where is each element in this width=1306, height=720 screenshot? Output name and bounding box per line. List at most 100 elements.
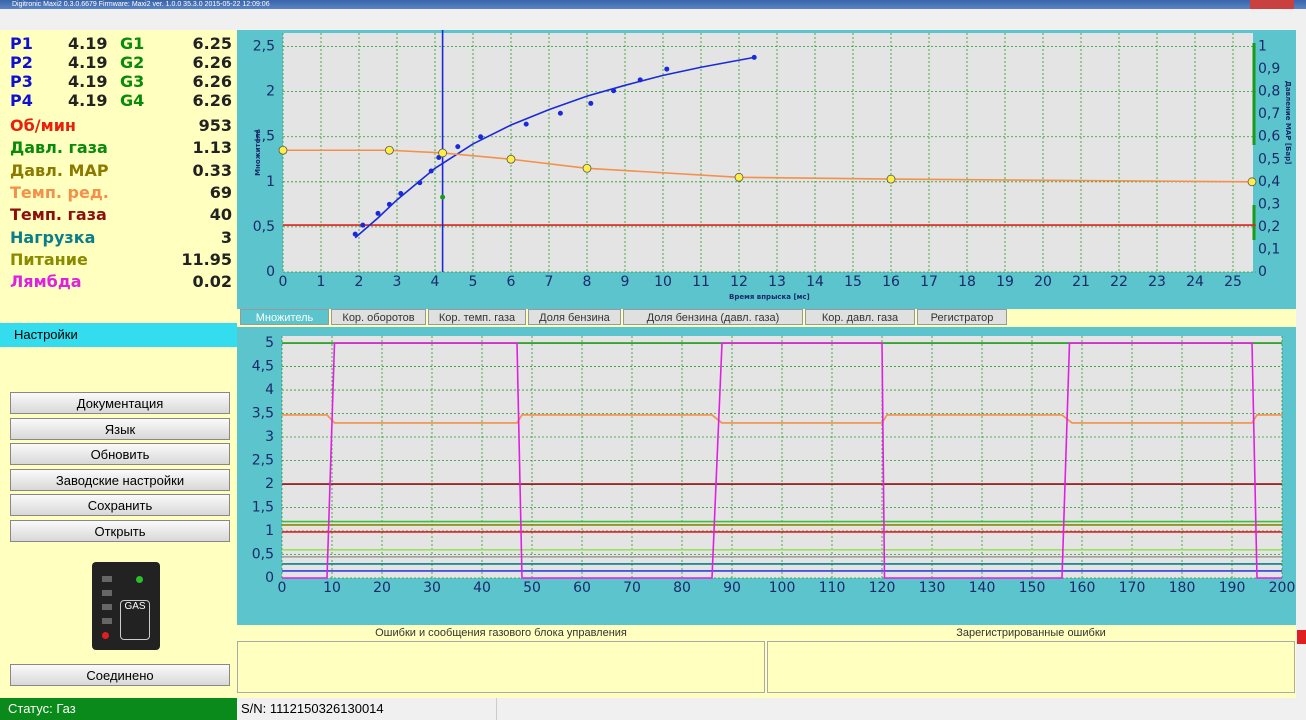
x-tick-label: 150 <box>1019 580 1046 596</box>
sensor-value: 4.19 <box>68 72 107 91</box>
y-tick-label: 4,5 <box>252 359 274 375</box>
x-tick-label: 25 <box>1224 274 1242 290</box>
point-marker <box>1248 178 1256 186</box>
close-icon[interactable] <box>1297 630 1306 644</box>
gas-label: G3 <box>120 72 144 91</box>
button[interactable]: Открыть <box>10 520 230 542</box>
x-tick-label: 0 <box>278 580 287 596</box>
parameter-value: 0.02 <box>150 272 232 291</box>
y-tick-label: 3 <box>265 429 274 445</box>
y-tick-label: 0,5 <box>252 547 274 563</box>
x-tick-label: 200 <box>1269 580 1296 596</box>
x-tick-label: 2 <box>355 274 364 290</box>
tab[interactable]: Кор. оборотов <box>331 309 426 325</box>
gas-value: 6.26 <box>150 72 232 91</box>
y2-tick-label: 0,7 <box>1258 106 1280 122</box>
window-title: Digitronic Maxi2 0.3.0.6679 Firmware: Ma… <box>12 1 270 8</box>
x-tick-label: 8 <box>583 274 592 290</box>
parameter-name: Давл. MAP <box>10 161 109 180</box>
sensor-value: 4.19 <box>68 34 107 53</box>
x-tick-label: 18 <box>958 274 976 290</box>
tab[interactable]: Доля бензина <box>528 309 621 325</box>
tab[interactable]: Кор. давл. газа <box>805 309 915 325</box>
y2-tick-label: 0,2 <box>1258 219 1280 235</box>
scatter-point <box>455 144 460 149</box>
x-tick-label: 23 <box>1148 274 1166 290</box>
menu-item[interactable]: Настройки <box>0 323 237 347</box>
sensor-label: P4 <box>10 91 33 110</box>
x-tick-label: 17 <box>920 274 938 290</box>
gas-value: 6.26 <box>150 91 232 110</box>
gas-label: G4 <box>120 91 144 110</box>
button[interactable]: Заводские настройки <box>10 469 230 491</box>
x-tick-label: 7 <box>545 274 554 290</box>
parameter-name: Темп. ред. <box>10 183 109 202</box>
x-tick-label: 4 <box>431 274 440 290</box>
x-tick-label: 9 <box>621 274 630 290</box>
y2-tick-label: 1 <box>1258 39 1267 55</box>
scatter-point <box>588 101 593 106</box>
x-tick-label: 90 <box>723 580 741 596</box>
y-tick-label: 3,5 <box>252 406 274 422</box>
x-tick-label: 16 <box>882 274 900 290</box>
parameter-name: Лямбда <box>10 272 82 291</box>
point-marker <box>439 149 447 157</box>
y-tick-label: 0,5 <box>253 219 275 235</box>
x-tick-label: 160 <box>1069 580 1096 596</box>
x-tick-label: 180 <box>1169 580 1196 596</box>
x-axis-label: Время впрыска [мс] <box>729 293 810 301</box>
parameter-value: 3 <box>150 228 232 247</box>
x-tick-label: 5 <box>469 274 478 290</box>
button[interactable]: Язык <box>10 418 230 440</box>
status-mode: Статус: Газ <box>0 698 237 720</box>
button[interactable]: Обновить <box>10 443 230 465</box>
button[interactable]: Документация <box>10 392 230 414</box>
tab[interactable]: Кор. темп. газа <box>428 309 526 325</box>
x-tick-label: 30 <box>423 580 441 596</box>
connection-button[interactable]: Соединено <box>10 664 230 686</box>
window-close[interactable] <box>1250 0 1294 9</box>
y-axis-label: Множитель <box>254 129 262 176</box>
x-tick-label: 50 <box>523 580 541 596</box>
point-marker <box>279 146 287 154</box>
title-bar: Digitronic Maxi2 0.3.0.6679 Firmware: Ma… <box>0 0 1306 9</box>
point-marker <box>583 164 591 172</box>
x-tick-label: 14 <box>806 274 824 290</box>
x-tick-label: 15 <box>844 274 862 290</box>
parameter-name: Нагрузка <box>10 228 95 247</box>
x-tick-label: 170 <box>1119 580 1146 596</box>
scatter-point <box>360 223 365 228</box>
y2-tick-label: 0,4 <box>1258 174 1280 190</box>
scatter-point <box>558 111 563 116</box>
button[interactable]: Сохранить <box>10 494 230 516</box>
x-tick-label: 22 <box>1110 274 1128 290</box>
gas-label: G2 <box>120 53 144 72</box>
parameter-value: 953 <box>150 116 232 135</box>
y2-tick-label: 0,3 <box>1258 196 1280 212</box>
x-tick-label: 80 <box>673 580 691 596</box>
x-tick-label: 10 <box>654 274 672 290</box>
x-tick-label: 70 <box>623 580 641 596</box>
parameter-name: Питание <box>10 250 88 269</box>
x-tick-label: 140 <box>969 580 996 596</box>
tab[interactable]: Доля бензина (давл. газа) <box>623 309 803 325</box>
y2-tick-label: 0,1 <box>1258 241 1280 257</box>
y2-tick-label: 0,6 <box>1258 129 1280 145</box>
scatter-point <box>440 195 445 200</box>
errors-panel <box>767 641 1295 693</box>
y-tick-label: 0 <box>266 264 275 280</box>
sensor-label: P2 <box>10 53 33 72</box>
tab[interactable]: Регистратор <box>917 309 1007 325</box>
x-tick-label: 13 <box>768 274 786 290</box>
gas-value: 6.26 <box>150 53 232 72</box>
parameter-value: 40 <box>150 205 232 224</box>
y-tick-label: 4 <box>265 382 274 398</box>
y-tick-label: 2 <box>266 84 275 100</box>
sensor-value: 4.19 <box>68 91 107 110</box>
y-tick-label: 2 <box>265 476 274 492</box>
x-tick-label: 24 <box>1186 274 1204 290</box>
point-marker <box>507 155 515 163</box>
x-tick-label: 21 <box>1072 274 1090 290</box>
parameter-name: Давл. газа <box>10 138 108 157</box>
tab[interactable]: Множитель <box>240 309 329 325</box>
